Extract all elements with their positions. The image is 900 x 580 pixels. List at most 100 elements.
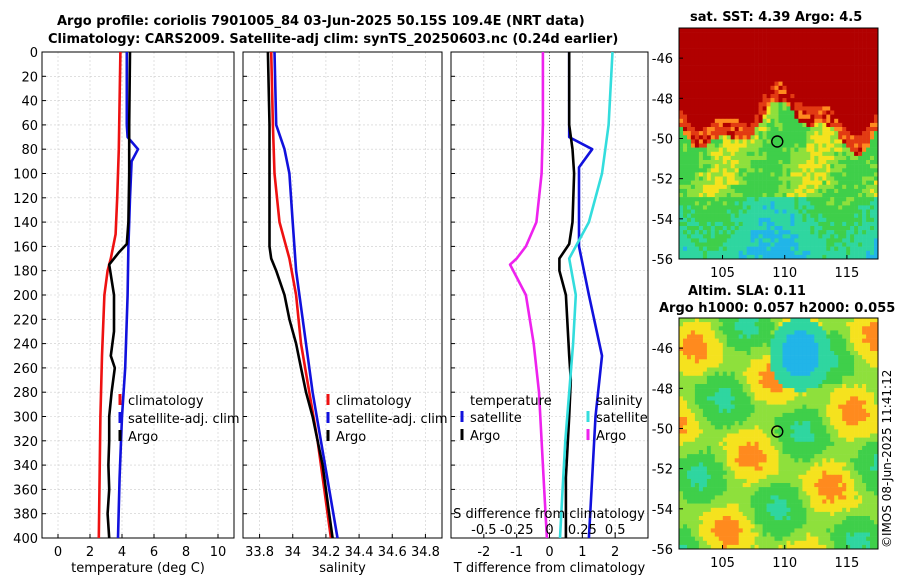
map-cell [870,404,875,409]
map-cell [802,404,807,409]
map-cell [774,36,779,41]
map-cell [778,375,783,381]
map-cell [826,429,831,434]
map-cell [683,450,688,455]
map-cell [858,44,863,49]
map-cell [838,180,843,185]
map-cell [706,242,712,247]
map-cell [778,445,783,451]
map-cell [774,44,779,49]
x-tick-label: 8 [182,545,190,560]
map-cell [770,147,775,152]
map-cell [710,400,716,405]
map-cell [706,379,712,385]
map-cell [734,94,739,99]
map-cell [798,188,803,194]
map-cell [726,36,732,41]
map-cell [679,77,684,82]
map-cell [810,375,815,381]
map-cell [758,155,763,161]
map-cell [754,334,759,339]
map-cell [706,445,712,451]
map-cell [794,417,799,422]
map-cell [683,114,688,119]
map-cell [806,429,811,434]
map-cell [730,242,735,247]
map-cell [683,474,688,480]
map-cell [774,197,779,202]
map-cell [858,205,863,210]
map-cell [679,102,684,107]
map-cell [846,371,851,376]
map-cell [683,89,688,95]
map-cell [806,139,811,144]
map-cell [866,318,871,323]
map-cell [710,122,716,128]
map-cell [683,106,688,111]
map-cell [862,89,867,95]
map-cell [790,445,795,451]
map-cell [854,106,859,111]
map-cell [679,342,684,348]
map-cell [846,445,851,451]
map-cell [854,470,859,475]
map-cell [814,226,819,231]
map-cell [838,209,843,214]
map-cell [814,470,819,475]
map-cell [834,326,839,331]
map-cell [738,474,743,480]
map-cell [854,110,859,115]
map-cell [866,102,871,107]
map-cell [690,363,696,368]
map-cell [818,122,823,128]
map-cell [850,462,855,467]
map-cell [714,322,720,327]
map-cell [842,32,847,37]
map-cell [766,246,771,251]
map-cell [874,441,879,447]
map-cell [758,246,763,251]
map-cell [750,334,755,339]
map-cell [718,48,724,53]
map-cell [738,322,743,327]
map-cell [794,371,799,376]
map-cell [722,466,728,471]
map-cell [706,28,712,33]
map-cell [810,32,815,37]
map-cell [854,147,859,152]
map-cell [774,226,779,231]
map-cell [730,408,735,414]
map-cell [698,160,704,165]
map-cell [718,355,724,360]
map-cell [858,351,863,356]
map-cell [834,81,839,86]
map-cell [862,408,867,414]
map-cell [758,73,763,78]
map-cell [679,147,684,152]
map-cell [706,322,712,327]
map-cell [782,184,787,190]
map-cell [694,433,700,438]
map-cell [706,437,712,442]
map-cell [786,254,791,260]
map-cell [854,118,859,124]
map-cell [782,77,787,82]
map-cell [702,396,708,401]
map-cell [754,226,759,231]
map-cell [714,168,720,173]
map-cell [746,197,751,202]
map-cell [858,384,863,389]
map-cell [782,404,787,409]
map-cell [814,250,819,256]
map-cell [874,81,879,86]
map-cell [846,164,851,169]
map-cell [770,213,775,218]
map-cell [798,48,803,53]
map-cell [798,400,803,405]
map-cell [778,396,783,401]
map-cell [786,205,791,210]
map-cell [762,139,767,144]
map-cell [714,437,720,442]
map-cell [870,28,875,33]
map-cell [687,213,692,218]
